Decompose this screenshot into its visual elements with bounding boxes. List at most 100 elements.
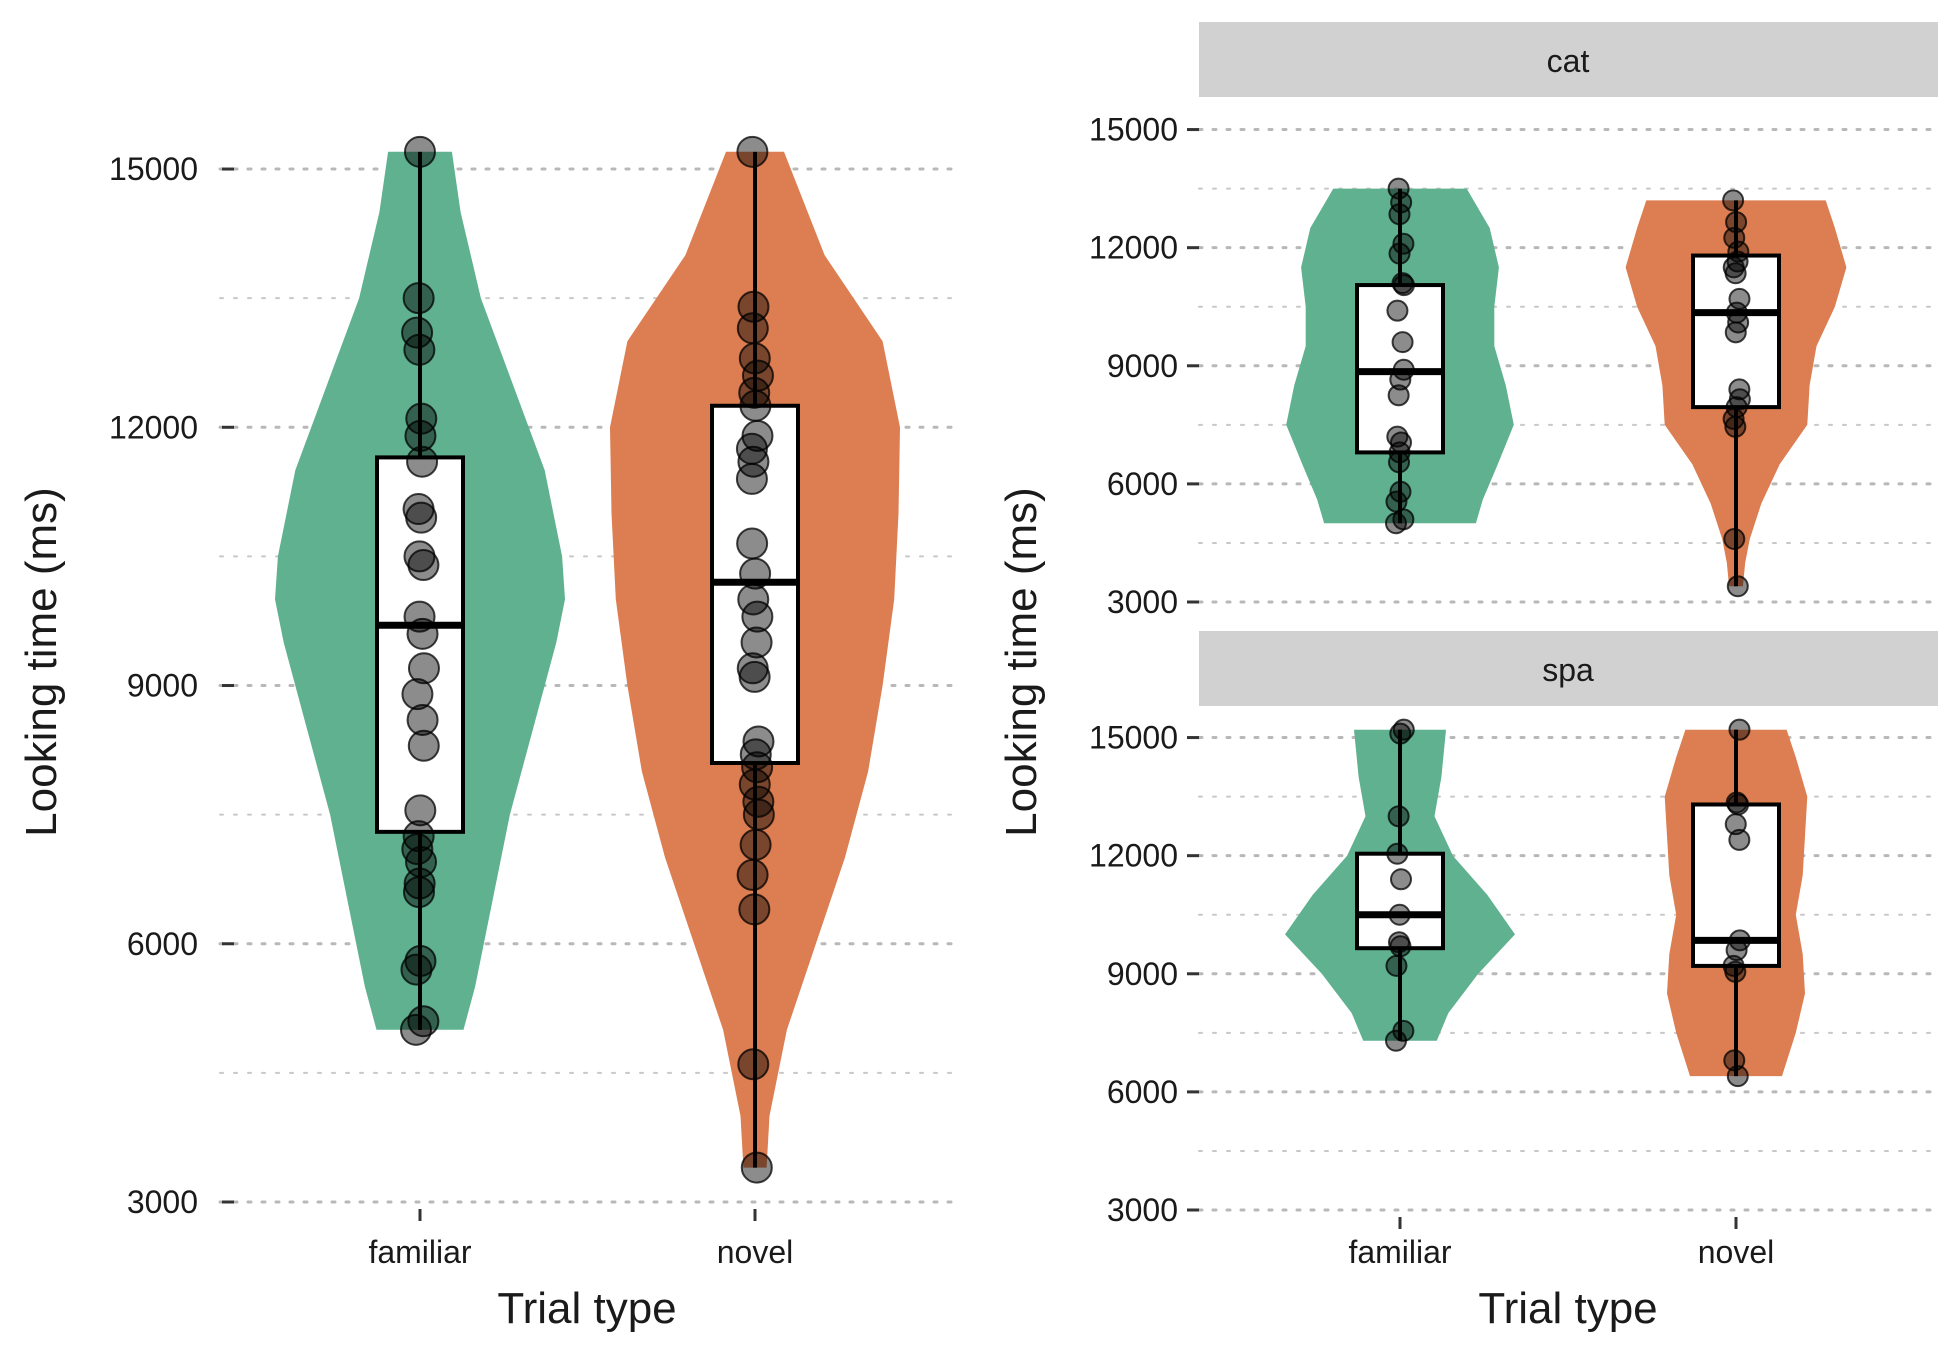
- point-familiar: [403, 600, 436, 633]
- point-familiar: [407, 1005, 440, 1038]
- y-tick-label: 6000: [127, 926, 198, 962]
- y-tick-label: 6000: [1107, 466, 1178, 502]
- point-novel: [1723, 1049, 1746, 1072]
- x-tick-label-novel: novel: [717, 1234, 794, 1270]
- point-novel: [738, 342, 771, 375]
- cat-marks: [1286, 177, 1847, 598]
- point-novel: [1728, 378, 1751, 401]
- y-tick-label: 9000: [1107, 956, 1178, 992]
- point-novel: [1723, 226, 1746, 249]
- x-tick-label-familiar: familiar: [368, 1234, 471, 1270]
- point-familiar: [401, 833, 434, 866]
- point-familiar: [1387, 384, 1410, 407]
- strip-spa-label: spa: [1542, 652, 1594, 688]
- point-novel: [738, 893, 771, 926]
- point-familiar: [405, 845, 438, 878]
- point-novel: [1728, 929, 1751, 952]
- point-novel: [739, 828, 772, 861]
- point-familiar: [404, 419, 437, 452]
- point-familiar: [1389, 480, 1412, 503]
- point-familiar: [402, 282, 435, 315]
- point-novel: [741, 419, 774, 452]
- overall-x-axis-title: Trial type: [497, 1284, 676, 1333]
- x-tick-label-familiar: familiar: [1348, 1234, 1451, 1270]
- y-tick-label: 3000: [127, 1184, 198, 1220]
- point-novel: [742, 725, 775, 758]
- point-novel: [1722, 189, 1745, 212]
- point-novel: [1727, 240, 1750, 263]
- point-familiar: [1386, 842, 1409, 865]
- y-tick-label: 12000: [109, 409, 198, 445]
- point-novel: [740, 626, 773, 659]
- point-familiar: [1392, 232, 1415, 255]
- point-novel: [736, 135, 769, 168]
- point-familiar: [1392, 718, 1415, 741]
- x-tick-label-novel: novel: [1698, 1234, 1775, 1270]
- y-tick-label: 3000: [1107, 584, 1178, 620]
- point-novel: [737, 1048, 770, 1081]
- facets-y-axis-title: Looking time (ms): [997, 487, 1046, 837]
- point-novel: [736, 527, 769, 560]
- panel-overall: 3000 6000 9000 12000 15000 familiar novel Loo…: [17, 135, 960, 1333]
- point-familiar: [405, 402, 438, 435]
- cat-y-axis: 3000 6000 9000 12000 15000: [1089, 112, 1199, 620]
- point-novel: [1725, 211, 1748, 234]
- point-familiar: [1390, 868, 1413, 891]
- facets-x-axis-title: Trial type: [1478, 1284, 1657, 1333]
- panel-facets: cat 3000 6000 9000 12000 15000 spa 3000 6000 9…: [997, 22, 1940, 1333]
- spa-marks: [1285, 718, 1808, 1088]
- point-novel: [741, 751, 774, 784]
- point-familiar: [1388, 903, 1411, 926]
- point-novel: [737, 583, 770, 616]
- point-familiar: [1387, 805, 1410, 828]
- point-familiar: [1387, 931, 1410, 954]
- point-novel: [1724, 813, 1747, 836]
- point-novel: [1728, 718, 1751, 741]
- point-familiar: [1391, 331, 1414, 354]
- point-familiar: [406, 703, 439, 736]
- y-tick-label: 15000: [1089, 720, 1178, 756]
- point-novel: [736, 652, 769, 685]
- point-familiar: [402, 820, 435, 853]
- point-familiar: [402, 493, 435, 526]
- y-tick-label: 15000: [109, 151, 198, 187]
- y-tick-label: 12000: [1089, 838, 1178, 874]
- point-familiar: [403, 333, 436, 366]
- point-familiar: [1386, 299, 1409, 322]
- point-familiar: [401, 678, 434, 711]
- point-novel: [1725, 791, 1748, 814]
- facet-cat: 3000 6000 9000 12000 15000: [1089, 112, 1940, 620]
- point-novel: [737, 290, 770, 323]
- overall-y-axis: 3000 6000 9000 12000 15000: [109, 151, 234, 1220]
- strip-cat-label: cat: [1547, 43, 1590, 79]
- point-familiar: [407, 729, 440, 762]
- point-novel: [1723, 528, 1746, 551]
- point-novel: [1726, 575, 1749, 598]
- box-familiar: [375, 455, 465, 834]
- spa-y-axis: 3000 6000 9000 12000 15000: [1089, 720, 1199, 1228]
- facet-spa: 3000 6000 9000 12000 15000 familiar novel: [1089, 718, 1940, 1270]
- point-familiar: [1391, 272, 1414, 295]
- point-familiar: [404, 944, 437, 977]
- point-familiar: [1385, 954, 1408, 977]
- strip-spa: [1199, 631, 1938, 706]
- y-tick-label: 3000: [1107, 1192, 1178, 1228]
- strip-cat: [1199, 22, 1938, 97]
- point-familiar: [401, 316, 434, 349]
- overall-y-axis-title: Looking time (ms): [17, 487, 66, 837]
- spa-x-axis: familiar novel: [1348, 1217, 1774, 1270]
- point-familiar: [1392, 358, 1415, 381]
- y-tick-label: 9000: [127, 668, 198, 704]
- point-novel: [737, 445, 770, 478]
- point-novel: [736, 858, 769, 891]
- point-familiar: [1386, 425, 1409, 448]
- point-familiar: [400, 953, 433, 986]
- y-tick-label: 9000: [1107, 348, 1178, 384]
- point-novel: [740, 1151, 773, 1184]
- y-tick-label: 15000: [1089, 112, 1178, 148]
- y-tick-label: 12000: [1089, 230, 1178, 266]
- spa-gridlines: [1197, 736, 1940, 1212]
- point-novel: [739, 557, 772, 590]
- point-familiar: [403, 135, 436, 168]
